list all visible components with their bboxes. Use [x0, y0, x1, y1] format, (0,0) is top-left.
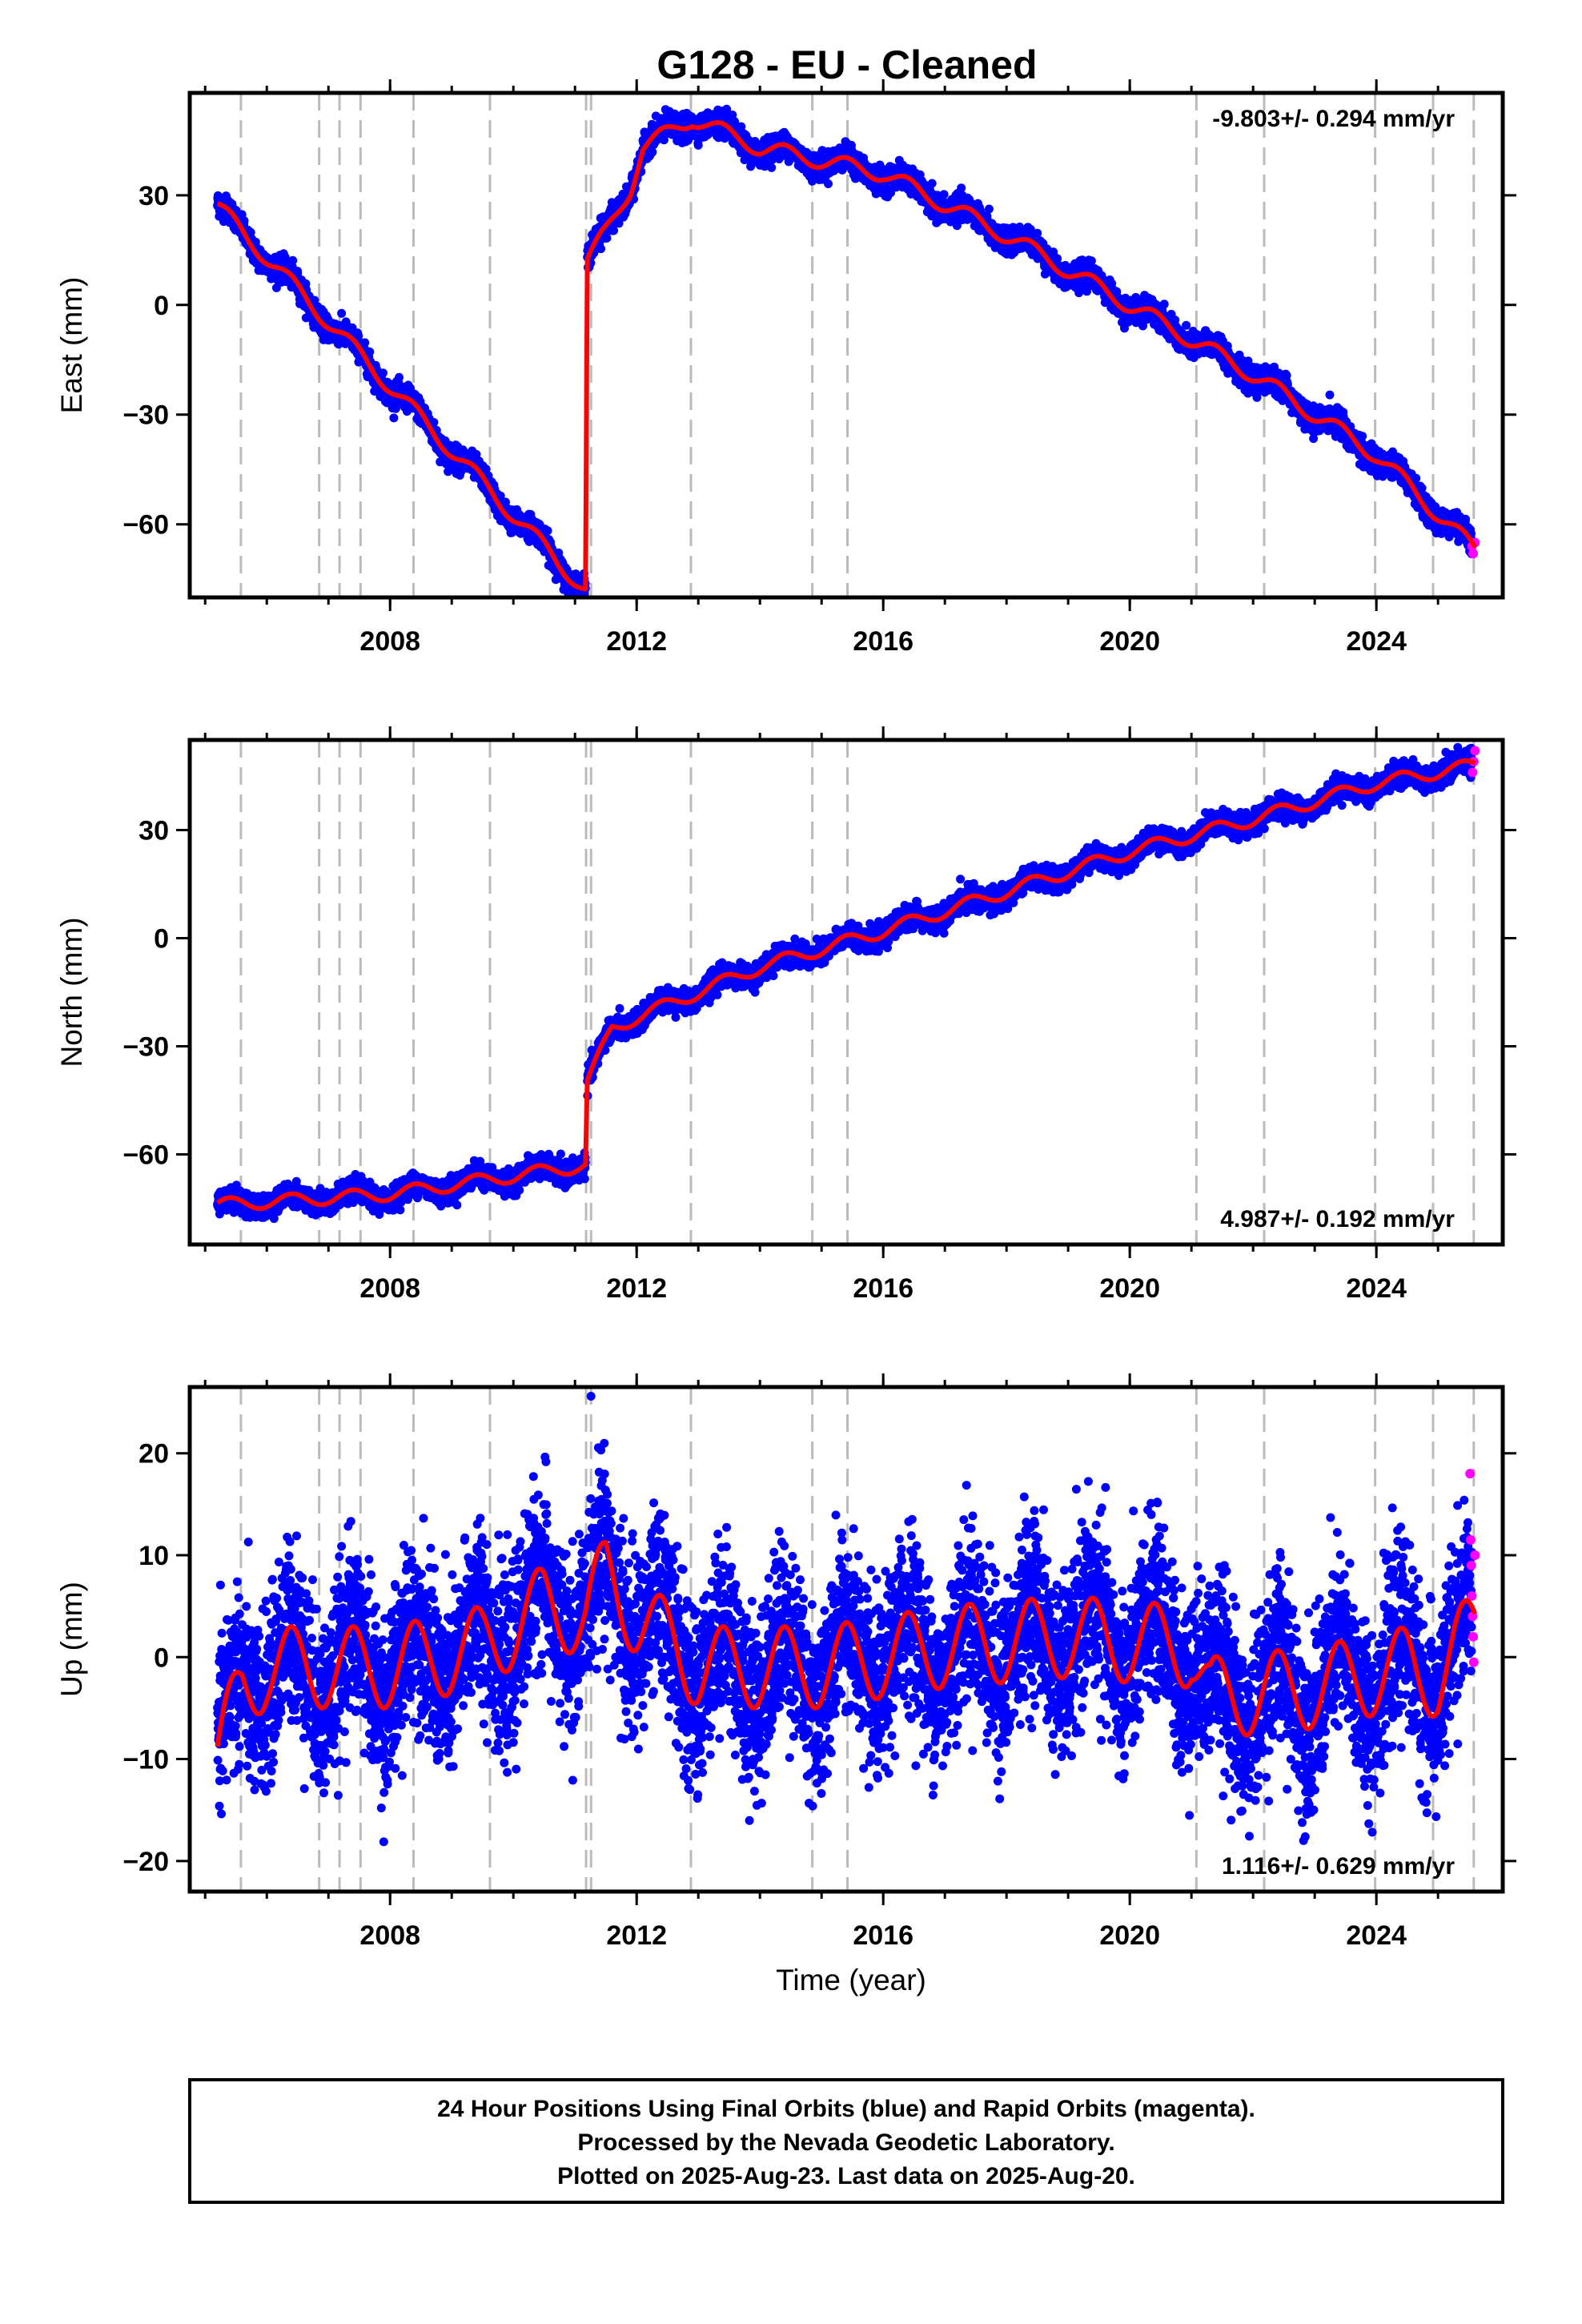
east-data-point: [365, 347, 375, 356]
east-data-point: [648, 147, 657, 157]
east-data-point: [301, 279, 311, 288]
east-data-point: [354, 331, 363, 340]
east-data-point: [609, 226, 619, 235]
east-data-point: [288, 255, 298, 265]
east-data-point: [957, 183, 966, 193]
east-data-point: [360, 338, 370, 348]
east-data-point: [337, 308, 347, 318]
east-data-point: [389, 413, 399, 423]
figure-title: G128 - EU - Cleaned: [656, 42, 1037, 87]
east-plot-area: [213, 104, 1480, 597]
east-data-point: [239, 216, 249, 226]
east-data-point: [378, 368, 387, 378]
east-data-point: [984, 204, 994, 214]
east-data-point: [824, 179, 833, 188]
east-data-point: [596, 244, 606, 254]
east-data-point: [693, 140, 703, 150]
east-data-point: [767, 163, 777, 172]
east-data-point: [602, 233, 612, 243]
east-data-point: [939, 190, 949, 199]
east-data-point: [927, 179, 937, 188]
east-data-point: [1033, 228, 1042, 238]
east-data-point: [395, 372, 404, 382]
east-data-point: [543, 526, 552, 536]
